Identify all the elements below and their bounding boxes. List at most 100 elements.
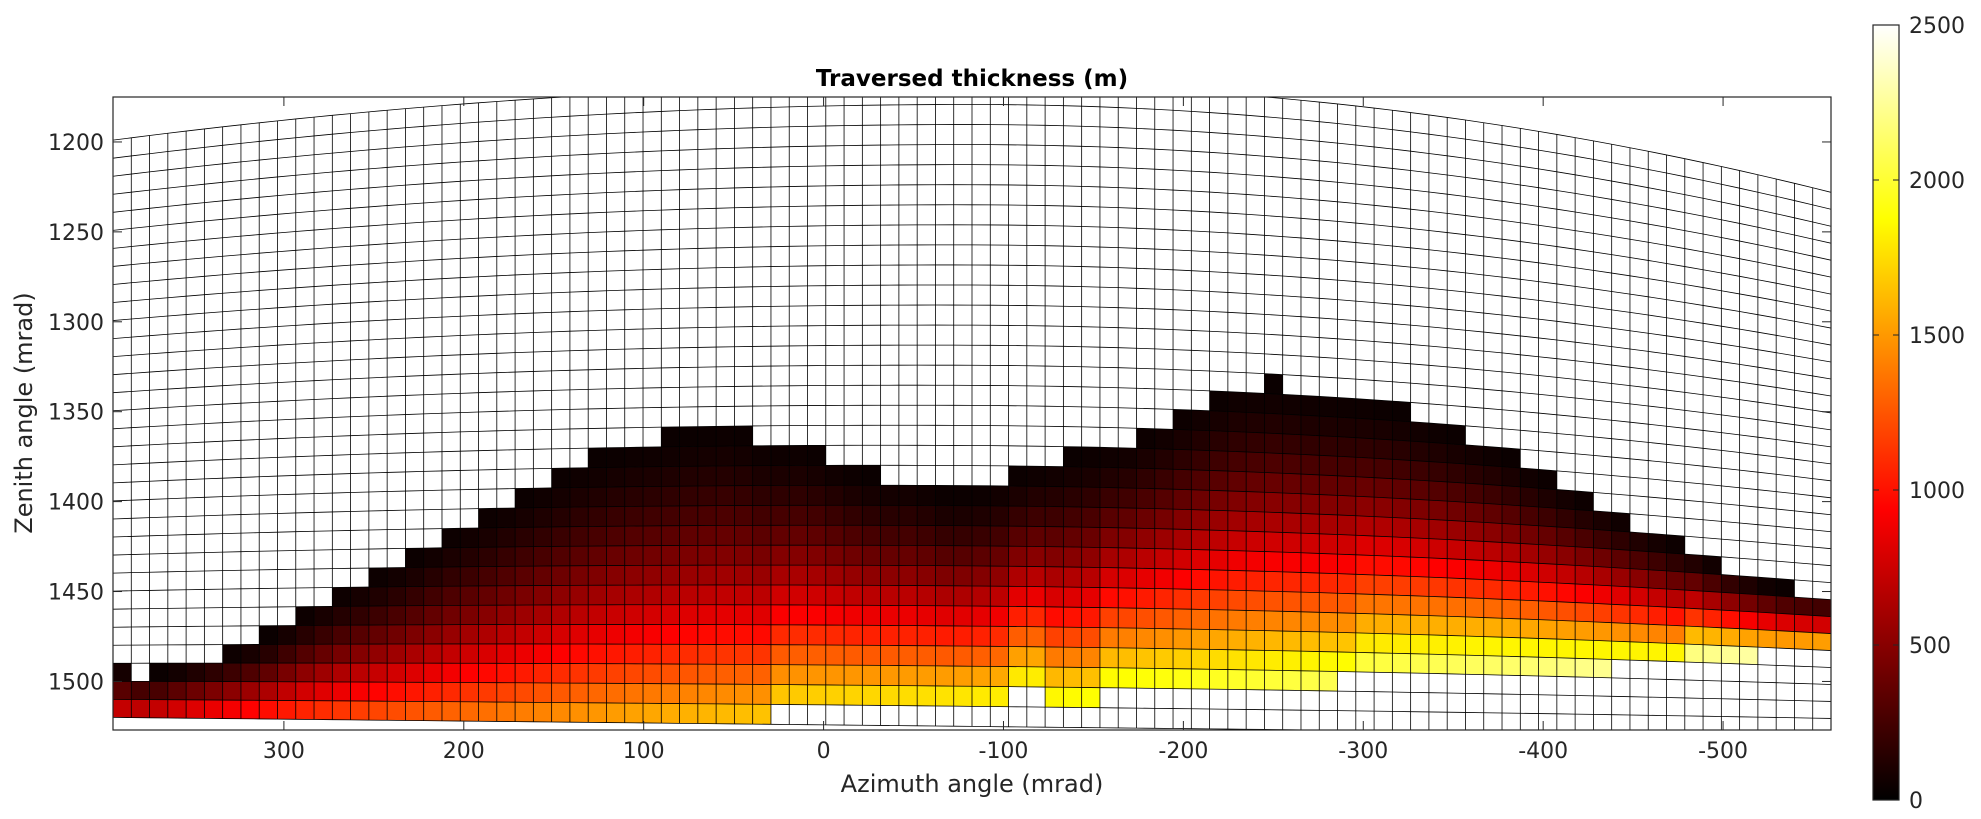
heatmap-cell	[1264, 531, 1283, 553]
heatmap-cell	[1264, 373, 1283, 395]
heatmap-cell	[1209, 649, 1228, 670]
heatmap-cell	[734, 465, 753, 486]
heatmap-cell	[844, 545, 863, 566]
heatmap-cell	[1191, 589, 1210, 610]
y-tick-label: 1250	[48, 221, 104, 246]
heatmap-cell	[716, 703, 735, 724]
heatmap-cell	[1008, 606, 1027, 627]
heatmap-cell	[1502, 656, 1521, 676]
heatmap-cell	[1611, 512, 1630, 532]
heatmap-cell	[661, 663, 680, 684]
heatmap-cell	[1465, 540, 1484, 561]
heatmap-cell	[606, 447, 625, 468]
heatmap-cell	[716, 505, 735, 526]
heatmap-cell	[1684, 626, 1704, 645]
heatmap-cell	[1136, 668, 1155, 689]
heatmap-cell	[332, 625, 351, 645]
heatmap-cell	[1337, 397, 1356, 419]
heatmap-cell	[1776, 613, 1795, 632]
heatmap-cell	[1319, 533, 1338, 555]
heatmap-cell	[990, 626, 1009, 647]
grid-row-line	[113, 544, 1831, 584]
chart-title: Traversed thickness (m)	[816, 66, 1128, 92]
heatmap-cell	[734, 644, 753, 665]
heatmap-cell	[1428, 634, 1448, 655]
heatmap-cell	[1118, 667, 1137, 689]
heatmap-cell	[405, 701, 424, 721]
grid-row-line	[113, 324, 1831, 397]
heatmap-cell	[1081, 647, 1100, 668]
heatmap-cell	[1447, 501, 1466, 522]
heatmap-cell	[935, 685, 954, 707]
heatmap-cell	[332, 663, 351, 682]
heatmap-cell	[624, 624, 644, 645]
heatmap-cell	[368, 682, 388, 702]
heatmap-cell	[1538, 619, 1557, 640]
heatmap-cell	[496, 663, 516, 683]
y-tick-label: 1450	[48, 581, 104, 606]
heatmap-cell	[1684, 572, 1704, 592]
heatmap-cell	[1666, 588, 1685, 609]
heatmap-cell	[1264, 591, 1283, 612]
heatmap-cell	[917, 625, 936, 646]
heatmap-cell	[1666, 607, 1685, 627]
heatmap-cell	[734, 664, 753, 685]
heatmap-cell	[1392, 556, 1411, 577]
heatmap-cell	[1410, 557, 1429, 578]
heatmap-cell	[588, 545, 607, 566]
heatmap-cell	[332, 587, 351, 607]
heatmap-cell	[697, 624, 717, 645]
heatmap-cell	[1081, 687, 1100, 708]
heatmap-cell	[953, 645, 972, 667]
heatmap-cell	[953, 585, 972, 607]
heatmap-cell	[990, 606, 1009, 627]
heatmap-cell	[1063, 546, 1082, 568]
heatmap-cell	[1374, 594, 1393, 615]
heatmap-cell	[1246, 511, 1265, 532]
heatmap-cell	[423, 586, 442, 606]
heatmap-cell	[935, 625, 954, 646]
heatmap-cell	[387, 586, 406, 606]
heatmap-cell	[1099, 527, 1119, 548]
heatmap-cell	[569, 487, 589, 508]
heatmap-cell	[167, 663, 187, 682]
heatmap-cell	[1118, 467, 1137, 489]
heatmap-cell	[204, 681, 223, 701]
heatmap-cell	[953, 505, 972, 526]
heatmap-cell	[898, 545, 918, 566]
heatmap-cell	[1502, 542, 1521, 563]
heatmap-cell	[131, 699, 150, 718]
heatmap-cell	[1173, 509, 1192, 530]
grid-row-line	[113, 643, 1831, 668]
heatmap-cell	[1337, 651, 1356, 672]
heatmap-cell	[478, 701, 497, 722]
heatmap-cell	[1556, 639, 1576, 659]
heatmap-cell	[350, 663, 369, 683]
heatmap-cell	[1099, 667, 1119, 688]
heatmap-cell	[1045, 546, 1064, 567]
heatmap-cell	[643, 703, 662, 724]
heatmap-cell	[1428, 442, 1448, 463]
heatmap-cell	[1209, 589, 1228, 610]
colorbar-tick-label: 1500	[1909, 324, 1965, 349]
heatmap-cell	[1812, 598, 1831, 617]
heatmap-cell	[1538, 488, 1557, 509]
heatmap-cell	[770, 465, 790, 486]
heatmap-cell	[350, 625, 369, 645]
heatmap-cell	[1063, 526, 1082, 548]
heatmap-cell	[1227, 649, 1247, 670]
heatmap-cell	[1611, 585, 1630, 606]
heatmap-cell	[131, 681, 150, 700]
heatmap-cell	[807, 565, 826, 586]
heatmap-cell	[588, 683, 607, 703]
heatmap-cell	[1502, 447, 1521, 468]
y-tick-label: 1300	[48, 311, 104, 336]
heatmap-cell	[953, 525, 972, 546]
heatmap-cell	[1173, 668, 1192, 689]
heatmap-cell	[935, 585, 954, 606]
heatmap-cell	[1538, 506, 1557, 527]
heatmap-cell	[1337, 612, 1356, 633]
heatmap-cell	[990, 485, 1009, 507]
heatmap-cell	[1465, 464, 1484, 485]
heatmap-cell	[862, 645, 881, 666]
